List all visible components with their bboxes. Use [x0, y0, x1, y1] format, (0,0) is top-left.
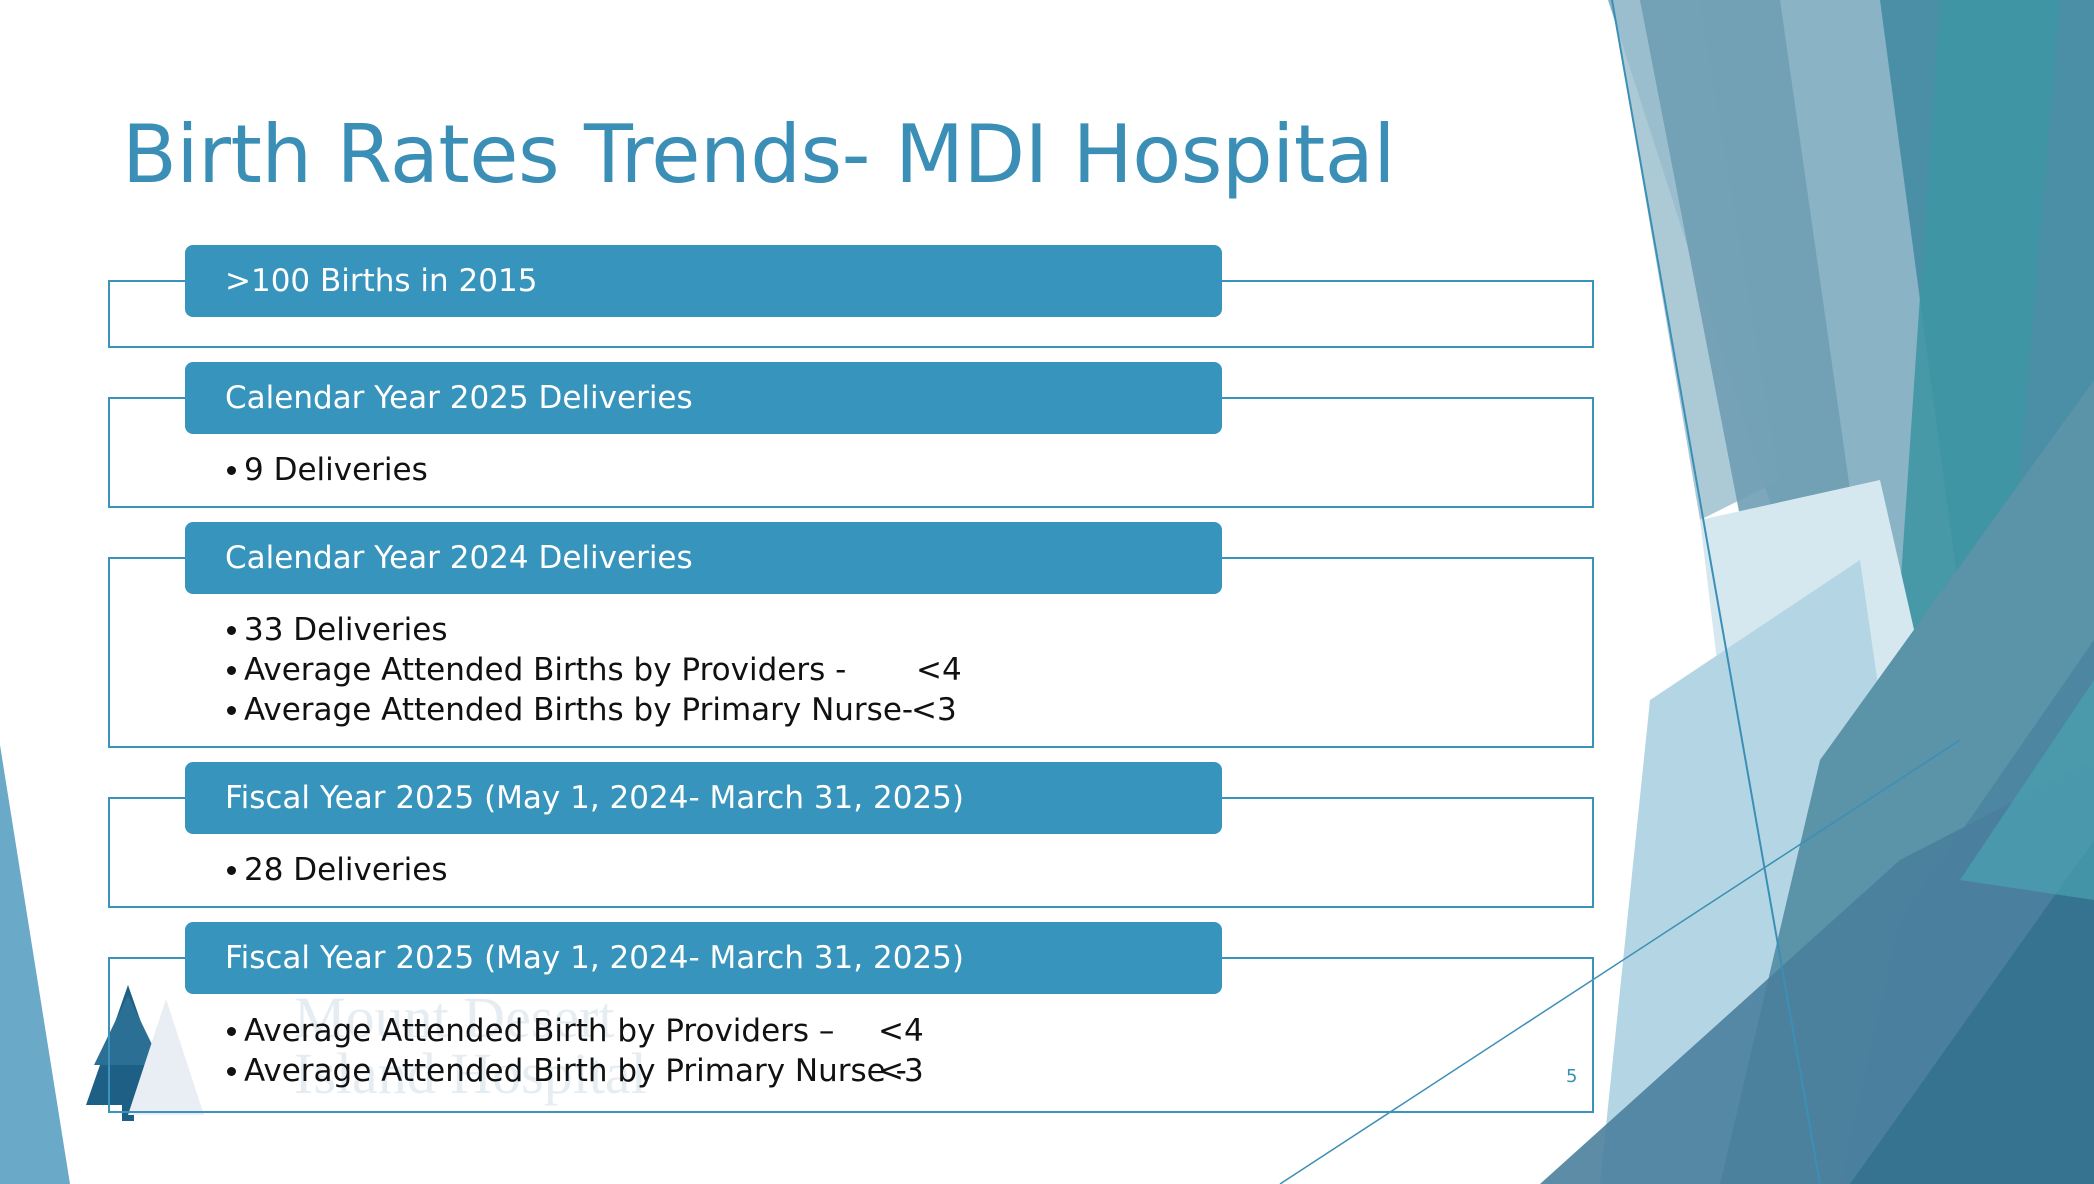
- section-items: Average Attended Birth by Providers – <4 …: [225, 1011, 924, 1091]
- tree-logo-icon: [86, 985, 204, 1121]
- item-label: Average Attended Birth by Providers –: [244, 1013, 835, 1049]
- item-value: <4: [878, 1013, 924, 1049]
- section-header: Calendar Year 2025 Deliveries: [185, 362, 1222, 434]
- section-items: 28 Deliveries: [225, 850, 447, 890]
- section-header: Fiscal Year 2025 (May 1, 2024- March 31,…: [185, 762, 1222, 834]
- item-value: <3: [911, 692, 957, 728]
- item-label: 9 Deliveries: [244, 452, 428, 488]
- item-label: 33 Deliveries: [244, 612, 448, 648]
- logo-text-line2: Island Hospital: [294, 1041, 647, 1106]
- section-header: >100 Births in 2015: [185, 245, 1222, 317]
- list-item: Average Attended Births by Providers - <4: [225, 650, 962, 690]
- slide-title: Birth Rates Trends- MDI Hospital: [122, 108, 1396, 201]
- item-label: Average Attended Birth by Primary Nurse …: [244, 1053, 907, 1089]
- list-item: Average Attended Birth by Providers – <4: [225, 1011, 924, 1051]
- item-value: <3: [878, 1053, 924, 1089]
- hospital-logo: Mount Desert Island Hospital: [66, 985, 647, 1135]
- page-number: 5: [1566, 1066, 1578, 1087]
- item-value: <4: [916, 652, 962, 688]
- section-items: 33 Deliveries Average Attended Births by…: [225, 610, 962, 730]
- section-items: 9 Deliveries: [225, 450, 428, 490]
- item-label: Average Attended Births by Primary Nurse…: [244, 692, 914, 728]
- section-header: Fiscal Year 2025 (May 1, 2024- March 31,…: [185, 922, 1222, 994]
- item-label: 28 Deliveries: [244, 852, 448, 888]
- list-item: 28 Deliveries: [225, 850, 447, 890]
- list-item: 33 Deliveries: [225, 610, 913, 650]
- list-item: Average Attended Births by Primary Nurse…: [225, 690, 957, 730]
- item-label: Average Attended Births by Providers -: [244, 652, 847, 688]
- logo-text-line1: Mount Desert: [294, 985, 615, 1050]
- list-item: 9 Deliveries: [225, 450, 428, 490]
- list-item: Average Attended Birth by Primary Nurse …: [225, 1051, 924, 1091]
- section-header: Calendar Year 2024 Deliveries: [185, 522, 1222, 594]
